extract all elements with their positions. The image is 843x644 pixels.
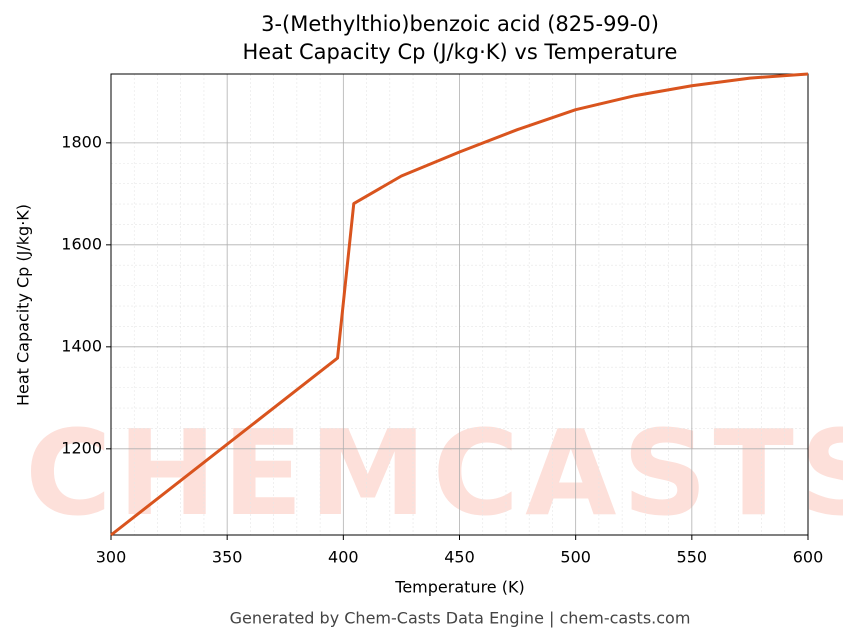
y-tick-label: 1400 [61,336,102,355]
chart-subtitle: Heat Capacity Cp (J/kg·K) vs Temperature [243,40,678,64]
chart-title: 3-(Methylthio)benzoic acid (825-99-0) [261,12,659,36]
x-tick-label: 500 [560,548,591,567]
x-tick-label: 450 [444,548,475,567]
footer: Generated by Chem-Casts Data Engine | ch… [230,609,691,628]
y-tick-label: 1800 [61,132,102,151]
y-tick-label: 1600 [61,234,102,253]
y-axis-label: Heat Capacity Cp (J/kg·K) [14,204,33,406]
watermark: CHEMCASTS [25,404,843,542]
x-tick-label: 600 [793,548,824,567]
x-tick-label: 400 [328,548,359,567]
x-axis-label: Temperature (K) [394,578,524,597]
y-tick-label: 1200 [61,438,102,457]
plot-frame [110,73,809,536]
x-tick-label: 550 [677,548,708,567]
x-tick-label: 300 [96,548,127,567]
x-tick-label: 350 [212,548,243,567]
data-line [110,72,809,537]
